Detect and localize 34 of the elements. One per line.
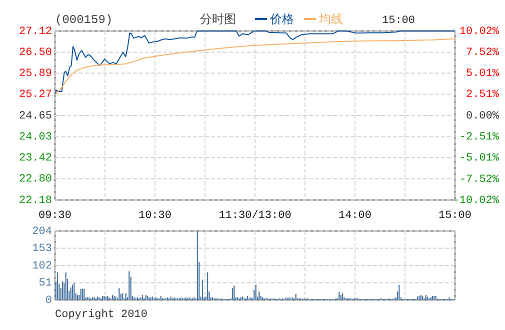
x-tick-label: 15:00 (438, 210, 472, 222)
x-tick-label: 09:30 (38, 210, 72, 222)
x-tick-label: 14:00 (338, 210, 372, 222)
x-tick-label: 11:30/13:00 (218, 210, 292, 222)
text: -10.02% (452, 194, 499, 207)
text: 5.01% (466, 68, 499, 80)
y-tick-label: 25.27 (18, 89, 52, 102)
text: 0.00% (466, 110, 499, 122)
y-tick-label: 22.18 (18, 194, 52, 207)
y-tick-label: 26.50 (18, 47, 52, 60)
text: -2.51% (459, 132, 499, 144)
y-tick-label: 27.12 (18, 26, 52, 38)
text: 10.02% (459, 26, 499, 38)
y-tick-label: 25.89 (18, 68, 52, 80)
y-tick-label: 51 (38, 278, 52, 290)
y-tick-label: 24.03 (18, 132, 52, 144)
y-tick-label: 102 (32, 260, 52, 272)
x-tick-label: 10:30 (138, 210, 172, 222)
text: -5.01% (459, 152, 499, 165)
y-tick-label: 204 (32, 226, 52, 238)
text: 15:00 (382, 15, 416, 27)
y-tick-label: 23.42 (18, 152, 52, 164)
text: Copyright 2010 (55, 309, 148, 321)
text: 2.51% (466, 89, 499, 102)
text: -7.52% (459, 174, 499, 186)
chart-title: (000159) (55, 13, 113, 27)
y-tick-label: 24.65 (18, 110, 52, 122)
y-tick-label: 22.80 (18, 174, 52, 186)
legend-label: 价格 (269, 13, 294, 27)
text: 7.52% (466, 46, 499, 59)
legend-label: 均线 (318, 13, 343, 27)
chart-subtitle: 分时图 (200, 13, 236, 27)
y-tick-label: 153 (32, 243, 52, 256)
y-tick-label: 0 (45, 294, 52, 307)
